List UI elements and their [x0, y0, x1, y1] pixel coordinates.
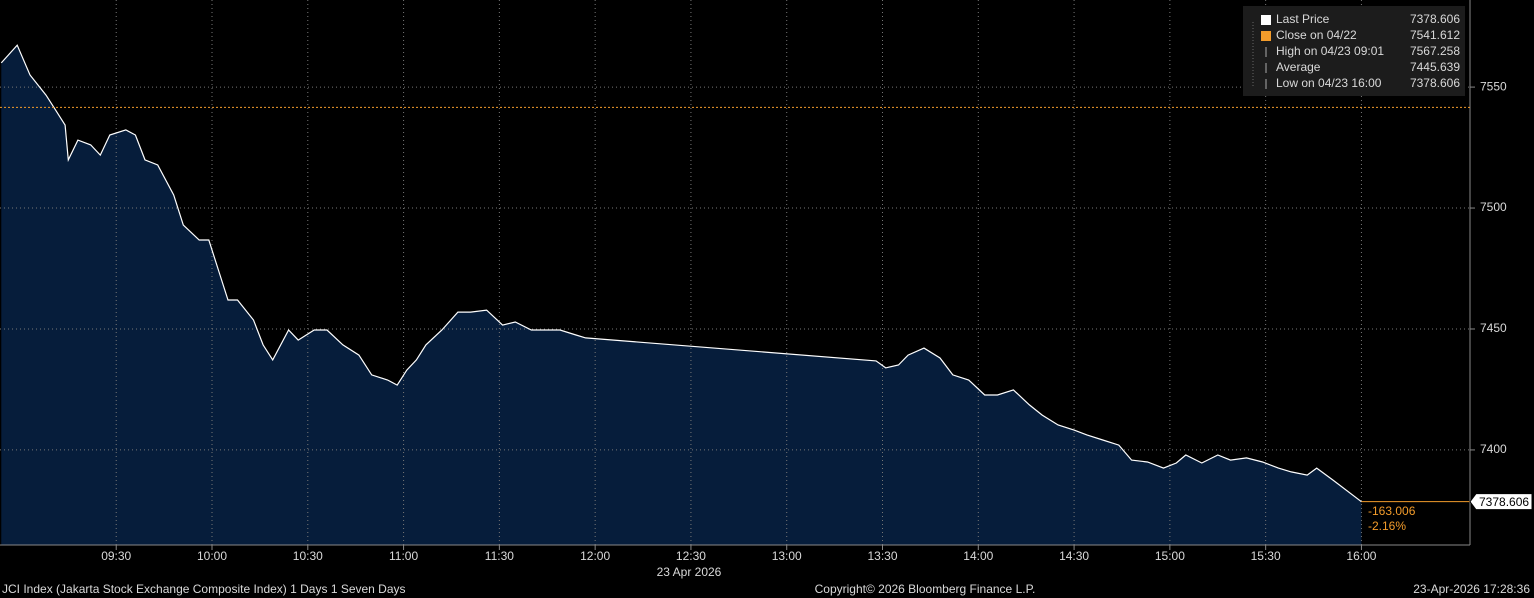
plot	[0, 0, 1470, 545]
last-price-label: 7378.606	[1479, 495, 1529, 509]
y-tick-label: 7550	[1480, 79, 1507, 93]
x-tick-label: 13:00	[772, 549, 802, 563]
legend-value: 7378.606	[1410, 12, 1460, 26]
legend-label: High on 04/23 09:01	[1276, 44, 1384, 58]
x-tick-label: 09:30	[101, 549, 131, 563]
price-line	[0, 44, 1362, 503]
legend-value: 7445.639	[1410, 60, 1460, 74]
x-tick-label: 16:00	[1346, 549, 1376, 563]
legend-label: Close on 04/22	[1276, 28, 1357, 42]
chart-title: JCI Index (Jakarta Stock Exchange Compos…	[2, 582, 406, 596]
x-tick-label: 12:30	[676, 549, 706, 563]
y-tick-label: 7400	[1480, 442, 1507, 456]
legend-value: 7541.612	[1410, 28, 1460, 42]
legend-label: Last Price	[1276, 12, 1330, 26]
x-tick-label: 13:30	[867, 549, 897, 563]
timestamp: 23-Apr-2026 17:28:36	[1413, 582, 1530, 596]
legend-value: 7567.258	[1410, 44, 1460, 58]
x-tick-label: 14:00	[963, 549, 993, 563]
area-fill	[1, 45, 1362, 545]
copyright: Copyright© 2026 Bloomberg Finance L.P.	[815, 582, 1036, 596]
legend-swatch	[1261, 15, 1271, 25]
legend-label: Average	[1276, 60, 1321, 74]
y-tick-label: 7450	[1480, 321, 1507, 335]
x-tick-label: 15:00	[1155, 549, 1185, 563]
legend-label: Low on 04/23 16:00	[1276, 76, 1382, 90]
x-axis-label: 23 Apr 2026	[657, 565, 722, 579]
x-tick-label: 14:30	[1059, 549, 1089, 563]
x-tick-label: 15:30	[1251, 549, 1281, 563]
x-tick-label: 10:00	[197, 549, 227, 563]
change-annotation: -163.006	[1368, 504, 1416, 518]
legend-swatch	[1261, 31, 1271, 41]
legend-value: 7378.606	[1410, 76, 1460, 90]
x-tick-label: 10:30	[293, 549, 323, 563]
x-tick-label: 12:00	[580, 549, 610, 563]
y-tick-label: 7500	[1480, 200, 1507, 214]
change-annotation: -2.16%	[1368, 519, 1406, 533]
last-price-box	[1469, 493, 1533, 511]
x-tick-label: 11:30	[485, 549, 514, 563]
x-tick-label: 11:00	[389, 549, 418, 563]
legend-box	[1243, 6, 1465, 96]
